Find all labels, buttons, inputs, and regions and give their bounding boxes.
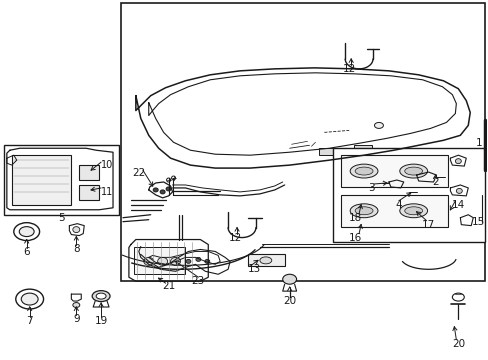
Text: 12: 12 (228, 233, 241, 243)
Text: 21: 21 (162, 281, 175, 291)
Ellipse shape (19, 227, 34, 237)
Ellipse shape (259, 257, 271, 264)
Ellipse shape (73, 302, 80, 307)
Bar (79, 185, 99, 200)
Ellipse shape (417, 188, 422, 195)
Text: 11: 11 (101, 187, 113, 197)
Ellipse shape (413, 188, 418, 195)
Ellipse shape (185, 260, 190, 264)
Bar (12, 155, 71, 205)
Text: 4: 4 (395, 200, 401, 210)
Ellipse shape (399, 204, 427, 218)
Bar (134, 247, 185, 274)
Text: 9: 9 (73, 314, 80, 324)
Ellipse shape (399, 164, 427, 178)
Text: 3: 3 (367, 183, 373, 193)
Ellipse shape (354, 207, 372, 215)
Ellipse shape (170, 257, 180, 265)
Ellipse shape (153, 188, 158, 192)
Bar (333, 148, 484, 242)
Text: 16: 16 (348, 233, 361, 243)
Ellipse shape (171, 176, 175, 180)
Text: 6: 6 (23, 247, 30, 257)
Ellipse shape (455, 188, 461, 193)
Bar (79, 165, 99, 180)
Ellipse shape (415, 188, 420, 195)
Ellipse shape (166, 178, 170, 182)
Ellipse shape (73, 227, 80, 233)
Ellipse shape (92, 291, 110, 302)
Ellipse shape (204, 260, 209, 264)
Bar (341, 155, 447, 187)
Ellipse shape (96, 293, 106, 299)
Bar (247, 255, 284, 266)
Ellipse shape (166, 187, 171, 191)
Bar (4, 145, 119, 215)
Ellipse shape (374, 122, 383, 129)
Ellipse shape (354, 167, 372, 175)
Ellipse shape (404, 207, 422, 215)
Bar (121, 3, 484, 281)
Ellipse shape (196, 257, 201, 261)
Text: 20: 20 (283, 296, 296, 306)
Text: 22: 22 (132, 168, 145, 178)
Text: 5: 5 (58, 213, 64, 223)
Bar (319, 148, 341, 155)
Ellipse shape (451, 293, 463, 301)
Text: 12: 12 (342, 64, 355, 74)
Text: 23: 23 (191, 276, 204, 286)
Text: 20: 20 (451, 339, 464, 349)
Ellipse shape (404, 167, 422, 175)
Ellipse shape (282, 274, 296, 284)
Ellipse shape (166, 260, 171, 264)
Ellipse shape (160, 190, 165, 194)
Text: 18: 18 (348, 213, 361, 223)
Text: 8: 8 (73, 244, 80, 255)
Text: 13: 13 (247, 264, 261, 274)
Ellipse shape (454, 159, 460, 164)
Ellipse shape (157, 257, 167, 265)
Text: 15: 15 (470, 217, 484, 227)
Text: 19: 19 (94, 316, 107, 326)
Bar (341, 195, 447, 227)
Ellipse shape (463, 217, 468, 222)
Ellipse shape (349, 164, 377, 178)
Ellipse shape (349, 204, 377, 218)
Text: 17: 17 (421, 220, 434, 230)
Ellipse shape (176, 255, 181, 260)
Text: 2: 2 (431, 177, 438, 187)
Bar (353, 145, 371, 152)
Text: 10: 10 (101, 160, 113, 170)
Ellipse shape (423, 175, 428, 180)
Text: 14: 14 (451, 200, 464, 210)
Ellipse shape (143, 257, 153, 265)
Ellipse shape (14, 223, 40, 240)
Text: 1: 1 (474, 138, 481, 148)
Text: 7: 7 (26, 316, 33, 326)
Ellipse shape (16, 289, 43, 309)
Ellipse shape (21, 293, 38, 305)
